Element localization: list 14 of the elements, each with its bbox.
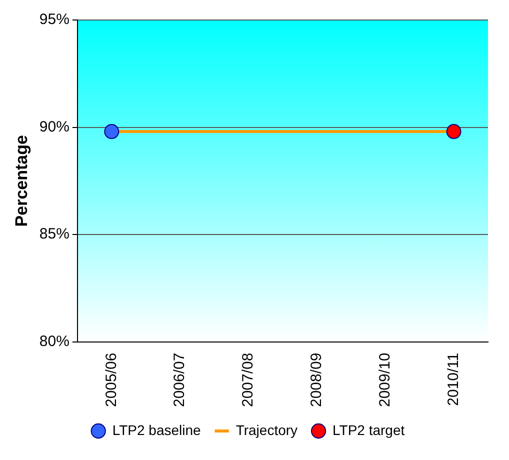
x-tick-label: 2010/11 xyxy=(444,352,462,406)
x-tick-label: 2005/06 xyxy=(102,352,120,408)
y-tick-label: 90% xyxy=(39,118,70,136)
legend-label: LTP2 baseline xyxy=(112,422,202,438)
y-tick-label: 95% xyxy=(39,11,70,28)
x-tick-label: 2009/10 xyxy=(376,352,394,408)
legend-label: LTP2 target xyxy=(332,422,405,438)
x-tick-label: 2007/08 xyxy=(240,352,257,408)
y-axis-title: Percentage xyxy=(12,135,31,227)
legend-label: Trajectory xyxy=(236,422,298,438)
x-tick-label: 2006/07 xyxy=(171,352,188,408)
x-tick-label: 2008/09 xyxy=(308,352,326,408)
y-tick-label: 85% xyxy=(39,226,70,243)
y-tick-label: 80% xyxy=(39,332,70,350)
